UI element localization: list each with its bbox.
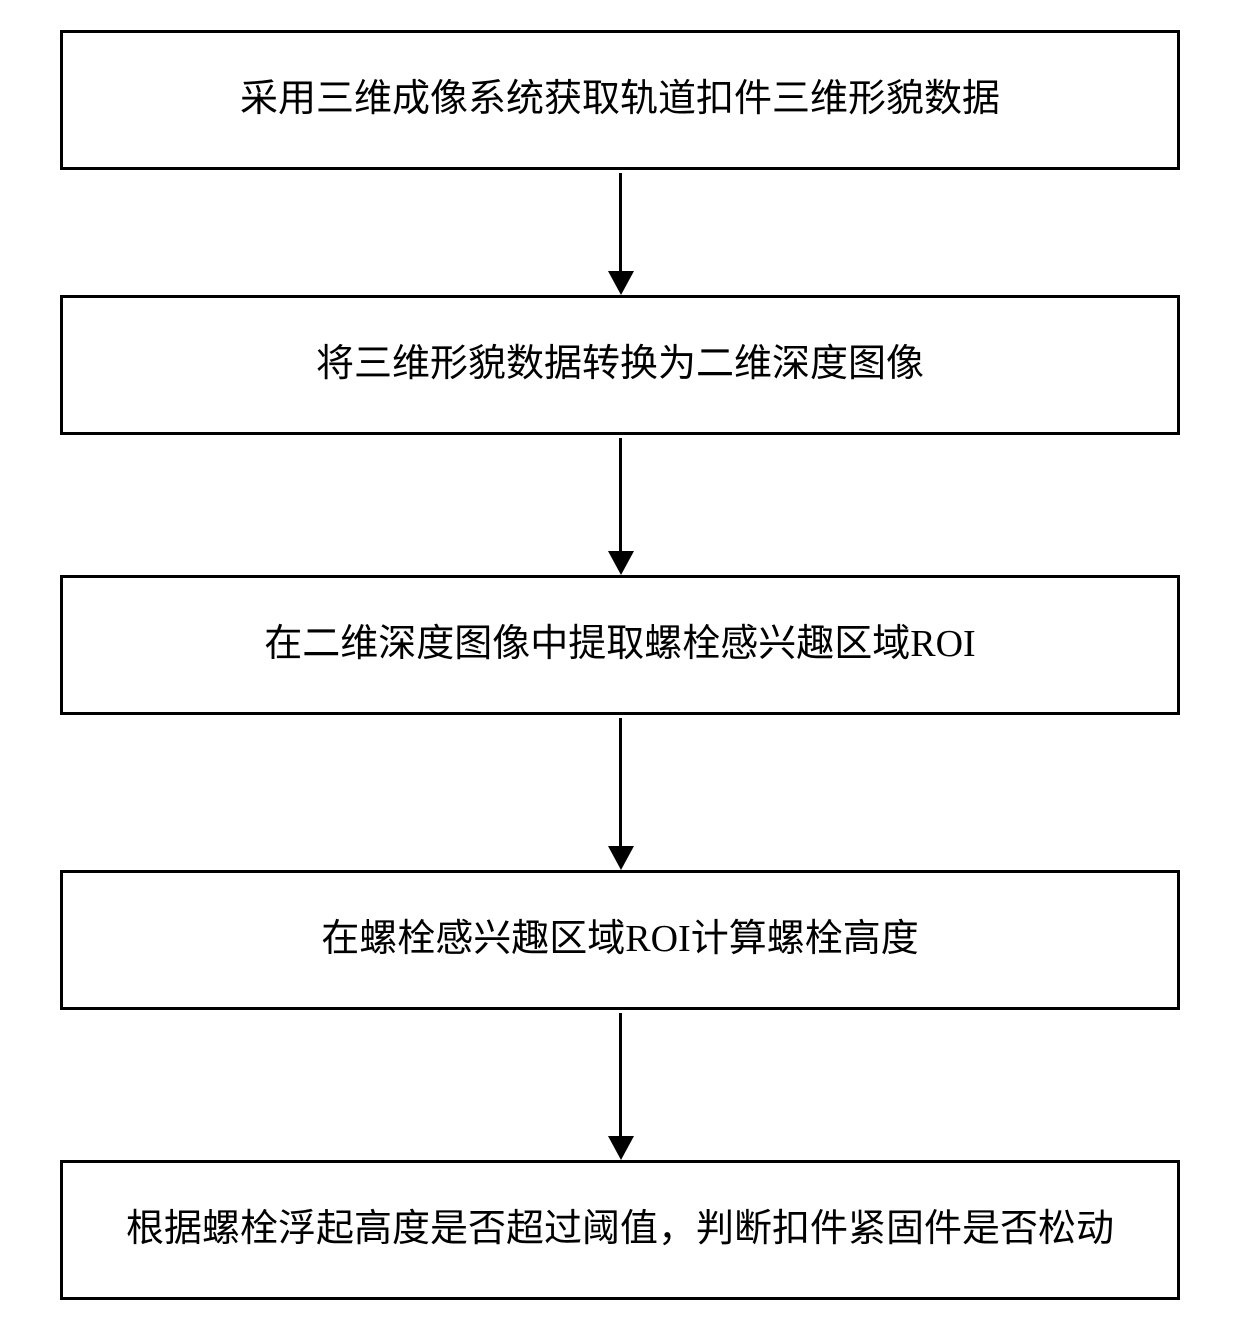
flow-node-3-label: 在二维深度图像中提取螺栓感兴趣区域ROI (264, 621, 975, 669)
flow-arrow-1-head (608, 271, 634, 295)
flow-node-1: 采用三维成像系统获取轨道扣件三维形貌数据 (60, 30, 1180, 170)
flow-node-2: 将三维形貌数据转换为二维深度图像 (60, 295, 1180, 435)
flow-arrow-4-head (608, 1136, 634, 1160)
flow-node-5: 根据螺栓浮起高度是否超过阈值，判断扣件紧固件是否松动 (60, 1160, 1180, 1300)
flow-arrow-2-head (608, 551, 634, 575)
flow-arrow-2-line (619, 438, 622, 552)
flow-node-3: 在二维深度图像中提取螺栓感兴趣区域ROI (60, 575, 1180, 715)
flow-arrow-1-line (619, 173, 622, 272)
flow-arrow-3-line (619, 718, 622, 847)
flow-arrow-3-head (608, 846, 634, 870)
flow-node-1-label: 采用三维成像系统获取轨道扣件三维形貌数据 (240, 76, 1000, 124)
flowchart-canvas: 采用三维成像系统获取轨道扣件三维形貌数据 将三维形貌数据转换为二维深度图像 在二… (0, 0, 1240, 1332)
flow-node-4: 在螺栓感兴趣区域ROI计算螺栓高度 (60, 870, 1180, 1010)
flow-node-4-label: 在螺栓感兴趣区域ROI计算螺栓高度 (321, 916, 918, 964)
flow-node-5-label: 根据螺栓浮起高度是否超过阈值，判断扣件紧固件是否松动 (126, 1206, 1114, 1254)
flow-arrow-4-line (619, 1013, 622, 1137)
flow-node-2-label: 将三维形貌数据转换为二维深度图像 (316, 341, 924, 389)
